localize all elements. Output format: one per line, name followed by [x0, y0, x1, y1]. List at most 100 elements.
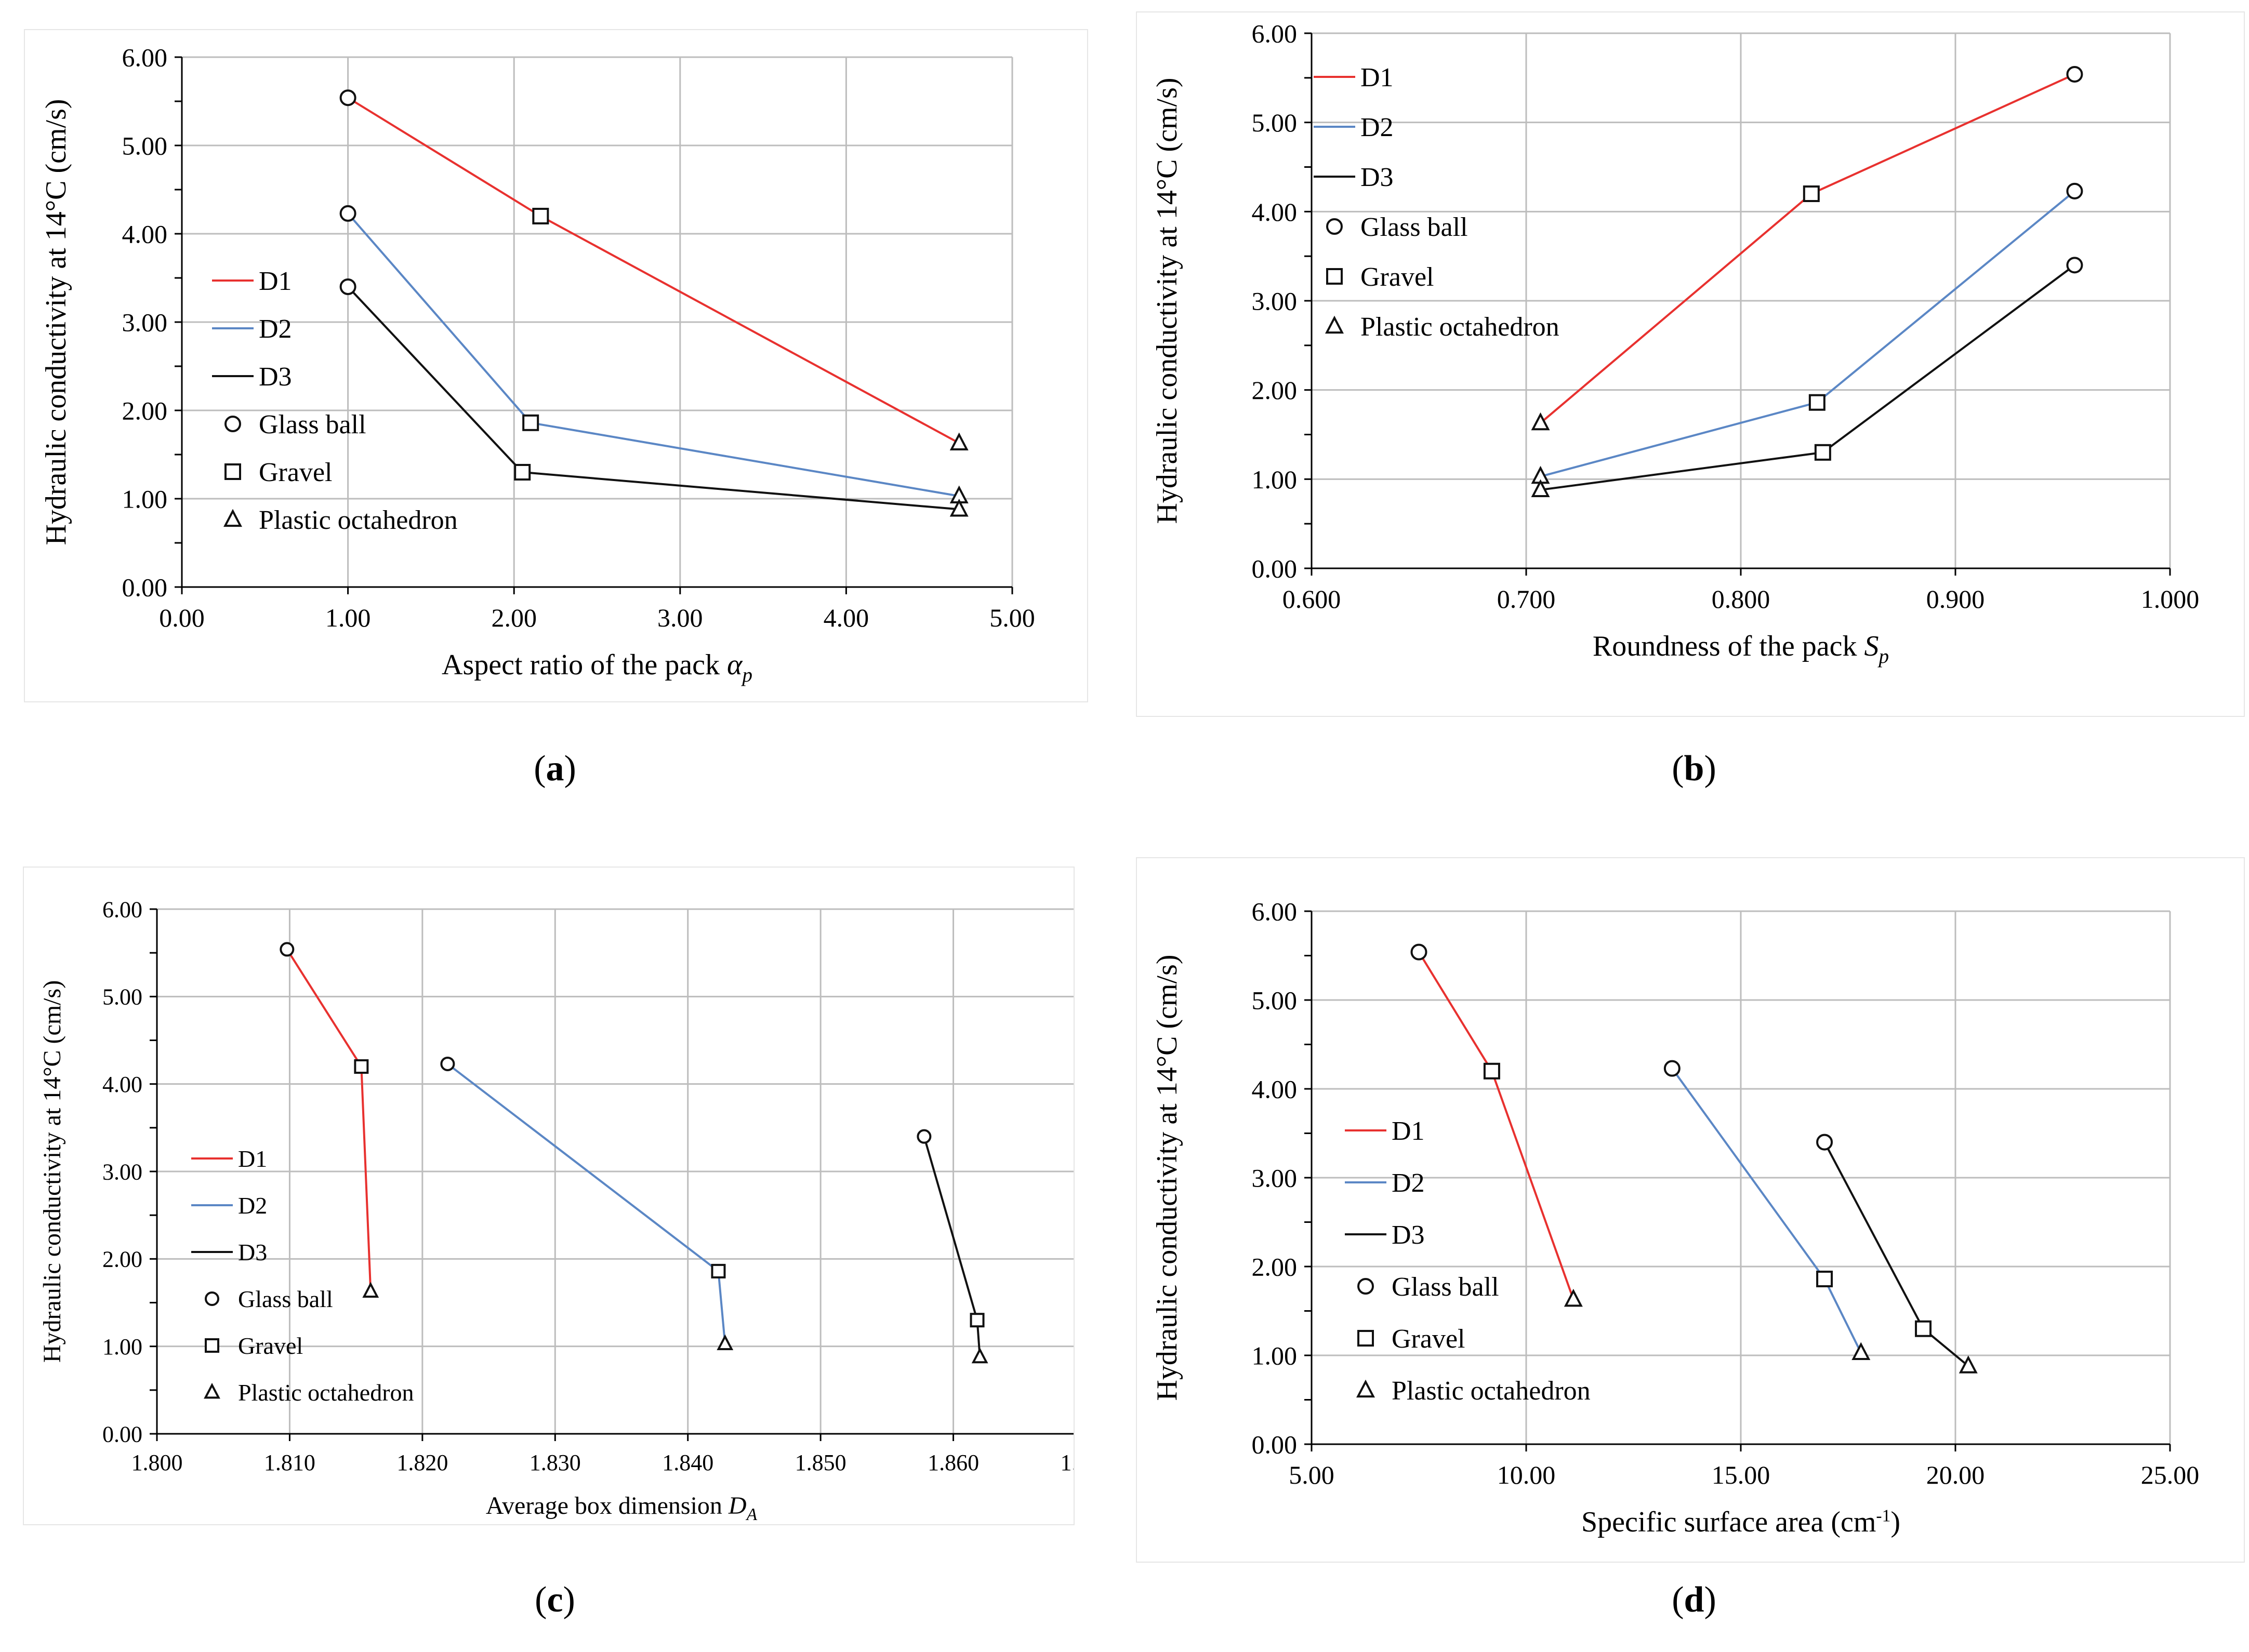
series-d2 [1531, 182, 2083, 484]
legend-label: D2 [238, 1192, 267, 1219]
y-tick-label: 0.00 [102, 1421, 142, 1447]
series-d3 [1531, 257, 2083, 498]
chart-b-svg: 0.600 0.700 0.800 0.900 1.000 0.00 1.00 2.00 3.0… [1151, 19, 2200, 668]
y-tick-label: 2.00 [102, 1247, 142, 1272]
data-point-triangle [362, 1282, 379, 1298]
series-line-d3 [1540, 264, 2075, 491]
series-d2 [440, 1056, 734, 1350]
y-tick-label: 5.00 [1252, 108, 1298, 137]
y-tick-label: 3.00 [102, 1159, 142, 1184]
series-line-d3 [347, 286, 959, 511]
data-point-triangle [1564, 1288, 1583, 1307]
y-tick-label: 5.00 [102, 984, 142, 1010]
chart-panel-d: 5.00 10.00 15.00 20.00 25.00 0.00 1.00 2.00 3.00… [1136, 857, 2245, 1563]
data-point-square [1803, 185, 1820, 202]
caption-d-letter: d [1684, 1580, 1704, 1620]
legend-label: Gravel [1392, 1324, 1465, 1354]
series-line-d1 [286, 949, 372, 1291]
y-tick-label: 4.00 [102, 1072, 142, 1097]
data-point-square [711, 1263, 726, 1278]
legend-label: Plastic octahedron [259, 505, 458, 535]
legend-label: D1 [1392, 1116, 1425, 1146]
chart-panel-a: 0.00 1.00 2.00 3.00 4.00 5.00 0.00 1.00 2.00 3.00… [24, 29, 1088, 702]
x-tick-label: 1.850 [795, 1450, 846, 1475]
x-tick-label: 1.800 [131, 1450, 183, 1475]
legend-label: Gravel [259, 458, 332, 487]
data-point-circle [2066, 257, 2083, 274]
legend-label: Glass ball [1360, 212, 1468, 242]
data-point-square [1816, 1270, 1833, 1287]
caption-b: (b) [1672, 749, 1716, 789]
data-point-square [1808, 394, 1825, 411]
legend-label: Glass ball [238, 1286, 333, 1312]
x-tick-label: 0.600 [1282, 584, 1341, 614]
legend-label: Gravel [238, 1333, 303, 1359]
data-point-square [532, 208, 549, 224]
data-point-triangle [949, 498, 969, 517]
data-point-triangle [1531, 479, 1550, 498]
x-tick-label: 0.900 [1926, 584, 1985, 614]
y-tick-label: 6.00 [1252, 897, 1298, 926]
series-d3 [1816, 1134, 1978, 1374]
data-point-square [970, 1313, 985, 1328]
series-d1 [1531, 65, 2083, 431]
y-tick-label: 3.00 [1252, 287, 1298, 316]
series-line-d1 [1418, 951, 1575, 1300]
legend-marker-triangle [223, 509, 242, 527]
x-axis-label: Aspect ratio of the pack αp [442, 649, 752, 686]
y-tick-label: 2.00 [1252, 1253, 1298, 1282]
data-point-square [354, 1059, 369, 1074]
x-axis-label: Roundness of the pack Sp [1593, 630, 1889, 668]
y-tick-label: 5.00 [122, 131, 168, 161]
legend-marker-circle [1357, 1278, 1374, 1295]
series-line-d3 [1823, 1141, 1969, 1367]
y-axis-label: Hydraulic conductivity at 14°C (cm/s) [1151, 77, 1183, 524]
caption-b-letter: b [1684, 749, 1704, 789]
y-axis-label: Hydraulic conductivity at 14°C (cm/s) [40, 99, 72, 545]
data-point-triangle [1851, 1342, 1871, 1360]
y-tick-label: 1.00 [122, 485, 168, 514]
series-d1 [1410, 943, 1583, 1307]
chart-d-svg: 5.00 10.00 15.00 20.00 25.00 0.00 1.00 2.00 3.00… [1151, 897, 2199, 1539]
x-tick-label: 2.00 [491, 603, 537, 632]
x-tick-label: 1.840 [662, 1450, 713, 1475]
y-tick-label: 1.00 [1252, 465, 1298, 494]
series-d3 [917, 1129, 988, 1364]
legend-b: D1 D2 D3 Glass ball Gravel Plastic octahedron [1314, 63, 1559, 342]
series-line-d1 [347, 97, 960, 444]
y-tick-label: 2.00 [122, 396, 168, 425]
x-tick-label: 5.00 [989, 603, 1035, 632]
y-tick-label: 4.00 [1252, 1075, 1298, 1104]
y-tick-label: 0.00 [1252, 554, 1298, 583]
y-tick-label: 0.00 [122, 573, 168, 602]
y-tick-label: 1.00 [1252, 1341, 1298, 1370]
data-point-square [1814, 444, 1831, 461]
data-point-circle [1663, 1060, 1681, 1077]
legend-label: D2 [259, 314, 292, 344]
x-tick-label: 4.00 [824, 603, 869, 632]
y-tick-label: 3.00 [1252, 1164, 1298, 1193]
caption-c-letter: c [547, 1580, 563, 1620]
legend-label: Glass ball [1392, 1272, 1499, 1302]
data-point-square [1483, 1062, 1500, 1080]
data-point-triangle [971, 1347, 988, 1364]
caption-c: (c) [535, 1580, 575, 1620]
chart-panel-b: 0.600 0.700 0.800 0.900 1.000 0.00 1.00 2.00 3.0… [1136, 11, 2245, 717]
x-tick-label: 3.00 [657, 603, 703, 632]
legend-label: D3 [259, 362, 292, 392]
data-point-triangle [1959, 1355, 1978, 1374]
data-point-square [514, 464, 531, 481]
x-tick-label: 20.00 [1926, 1460, 1985, 1489]
gridlines-d [1311, 910, 2171, 1445]
x-tick-label: 1.820 [396, 1450, 448, 1475]
x-tick-label: 0.700 [1497, 584, 1556, 614]
data-point-triangle [1531, 412, 1550, 431]
legend-marker-triangle [204, 1382, 220, 1399]
legend-label: D3 [1392, 1220, 1425, 1250]
legend-a: D1 D2 D3 Glass ball Gravel Plastic octahedron [212, 267, 458, 535]
data-point-circle [1816, 1134, 1833, 1151]
data-point-triangle [717, 1334, 734, 1350]
legend-label: Plastic octahedron [1360, 312, 1559, 342]
data-point-circle [1410, 943, 1427, 961]
x-tick-label: 1.000 [2141, 584, 2200, 614]
